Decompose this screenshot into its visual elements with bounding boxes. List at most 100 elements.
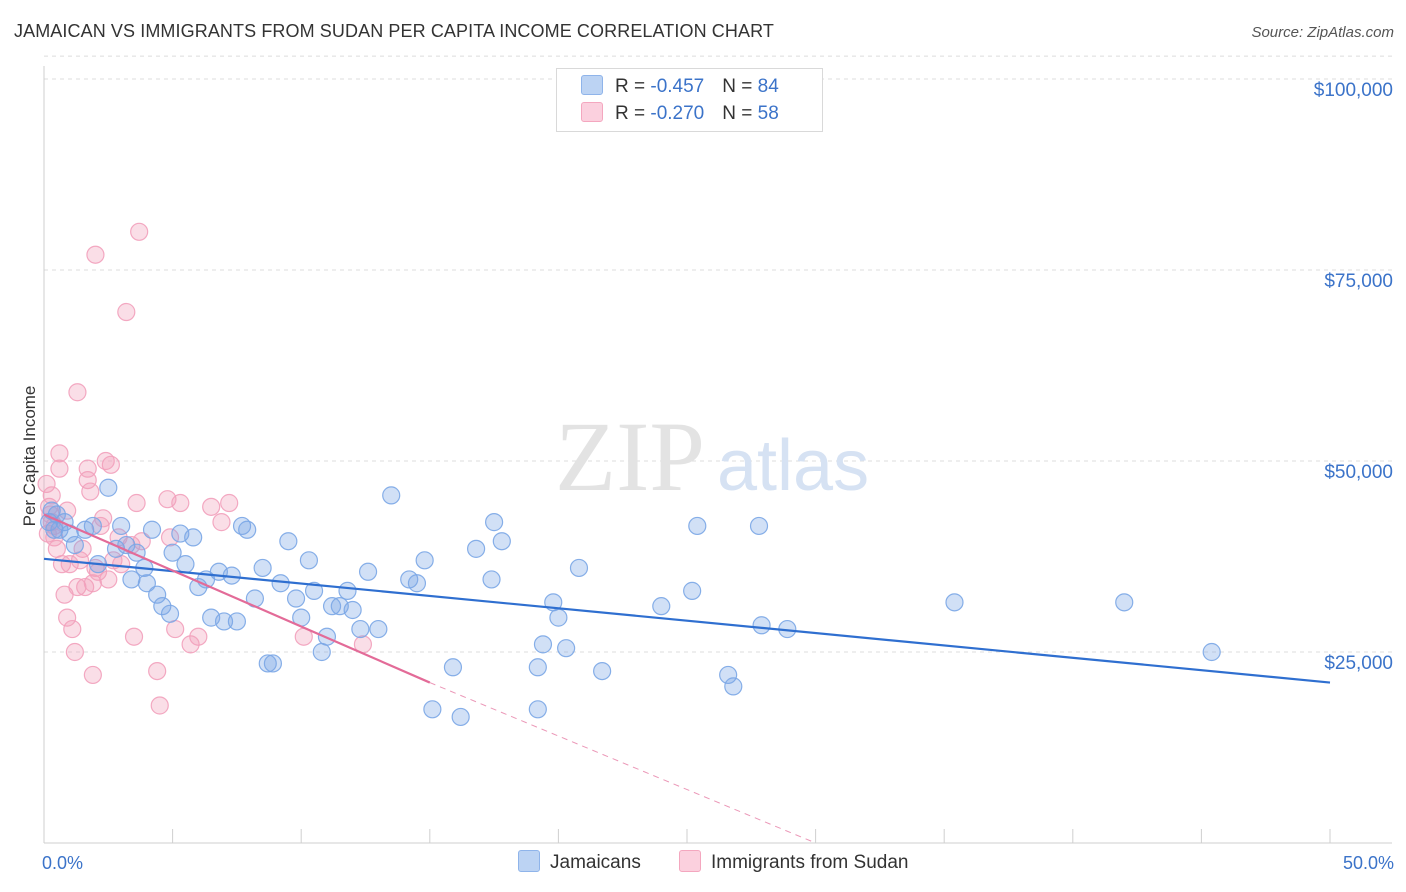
- legend-swatch-pink: [679, 850, 701, 872]
- sudan-point: [148, 661, 167, 681]
- jamaican-point: [382, 486, 401, 505]
- sudan-point: [181, 635, 200, 654]
- sudan-point: [83, 665, 102, 685]
- sudan-point: [132, 532, 151, 551]
- jamaican-point: [299, 551, 319, 570]
- sudan-point: [63, 619, 82, 639]
- jamaican-point: [122, 570, 141, 589]
- jamaican-point: [358, 562, 378, 581]
- jamaican-point: [423, 700, 442, 719]
- jamaican-point: [137, 574, 156, 593]
- legend-swatch-blue: [581, 74, 603, 95]
- sudan-point: [150, 696, 169, 715]
- y-axis-label: Per Capita Income: [20, 385, 39, 527]
- sudan-point: [58, 608, 77, 627]
- trend-lines: [43, 513, 1331, 844]
- sudan-point: [78, 459, 97, 478]
- jamaican-point: [492, 532, 511, 551]
- legend-n-label: N =: [722, 103, 758, 124]
- jamaican-points: [40, 478, 1221, 727]
- jamaican-point: [351, 619, 370, 639]
- jamaican-point: [443, 658, 463, 677]
- jamaican-point: [369, 619, 388, 639]
- legend-row-jamaicans: R = -0.457 N = 84: [581, 74, 779, 98]
- jamaican-point: [263, 654, 283, 673]
- jamaican-point: [719, 665, 738, 685]
- jamaican-point: [683, 581, 702, 600]
- x-axis-max-label: 50.0%: [1342, 853, 1394, 873]
- sudan-point: [68, 577, 87, 597]
- jamaican-point: [312, 642, 331, 662]
- jamaican-point: [304, 581, 324, 600]
- sudan-point: [160, 528, 180, 547]
- jamaican-point: [1202, 642, 1221, 662]
- jamaican-point: [466, 539, 486, 558]
- legend-item-sudan[interactable]: Immigrants from Sudan: [679, 850, 909, 874]
- y-tick-label: $75,000: [1324, 271, 1393, 292]
- jamaican-point: [557, 639, 576, 658]
- jamaican-point: [238, 520, 257, 539]
- sudan-point: [117, 302, 136, 322]
- jamaican-point: [724, 677, 743, 696]
- jamaican-point: [45, 520, 64, 539]
- sudan-point: [81, 482, 100, 501]
- chart-source: Source: ZipAtlas.com: [1251, 24, 1394, 41]
- sudan-point: [101, 455, 120, 474]
- jamaican-point: [569, 558, 589, 578]
- jamaican-point: [163, 543, 182, 562]
- legend-swatch-blue: [518, 850, 540, 872]
- jamaican-point: [749, 516, 769, 536]
- legend-r-label: R =: [615, 103, 651, 124]
- jamaican-point: [83, 516, 102, 536]
- jamaican-point: [279, 532, 298, 551]
- jamaican-point: [752, 616, 771, 635]
- legend-r-label: R =: [615, 76, 651, 97]
- sudan-point: [171, 493, 190, 513]
- jamaican-point: [160, 604, 180, 623]
- jamaican-point: [184, 528, 203, 547]
- x-axis-min-label: 0.0%: [42, 853, 84, 873]
- watermark-zip: ZIP: [555, 401, 705, 512]
- jamaican-point: [258, 654, 277, 673]
- jamaican-point: [945, 593, 964, 612]
- sudan-point: [127, 493, 146, 513]
- jamaican-point: [286, 589, 306, 608]
- jamaican-point: [593, 661, 612, 681]
- jamaican-point: [549, 608, 568, 627]
- sudan-point: [220, 493, 239, 513]
- correlation-legend: R = -0.457 N = 84 R = -0.270 N = 58: [556, 68, 823, 132]
- sudan-point: [65, 642, 84, 662]
- jamaican-point: [99, 478, 118, 497]
- legend-r-value: -0.457: [650, 76, 705, 97]
- y-tick-label: $100,000: [1314, 80, 1393, 101]
- legend-n-value: 58: [757, 103, 779, 124]
- jamaican-point: [148, 585, 167, 604]
- sudan-point: [68, 383, 87, 402]
- chart-title: JAMAICAN VS IMMIGRANTS FROM SUDAN PER CA…: [14, 21, 774, 41]
- sudan-trend-extension: [429, 682, 816, 844]
- legend-swatch-pink: [581, 101, 603, 122]
- sudan-point: [94, 509, 113, 528]
- sudan-point: [130, 222, 149, 241]
- sudan-point: [42, 486, 61, 505]
- jamaican-point: [407, 574, 427, 593]
- jamaican-point: [485, 513, 504, 532]
- legend-label-sudan: Immigrants from Sudan: [711, 852, 909, 874]
- jamaican-point: [142, 520, 162, 539]
- sudan-point: [166, 619, 185, 639]
- y-tick-label: $50,000: [1324, 462, 1393, 483]
- sudan-points: [37, 222, 373, 715]
- jamaican-point: [112, 516, 131, 536]
- jamaican-point: [65, 535, 84, 555]
- jamaican-point: [322, 597, 342, 616]
- legend-n-value: 84: [757, 76, 779, 97]
- legend-label-jamaicans: Jamaicans: [550, 852, 641, 874]
- grid-lines: [44, 55, 1395, 653]
- axes: [43, 66, 1392, 844]
- jamaican-point: [528, 658, 547, 677]
- legend-n-label: N =: [722, 76, 758, 97]
- sudan-point: [37, 474, 56, 494]
- legend-item-jamaicans[interactable]: Jamaicans: [518, 850, 641, 874]
- sudan-point: [86, 245, 105, 264]
- jamaican-point: [688, 516, 707, 536]
